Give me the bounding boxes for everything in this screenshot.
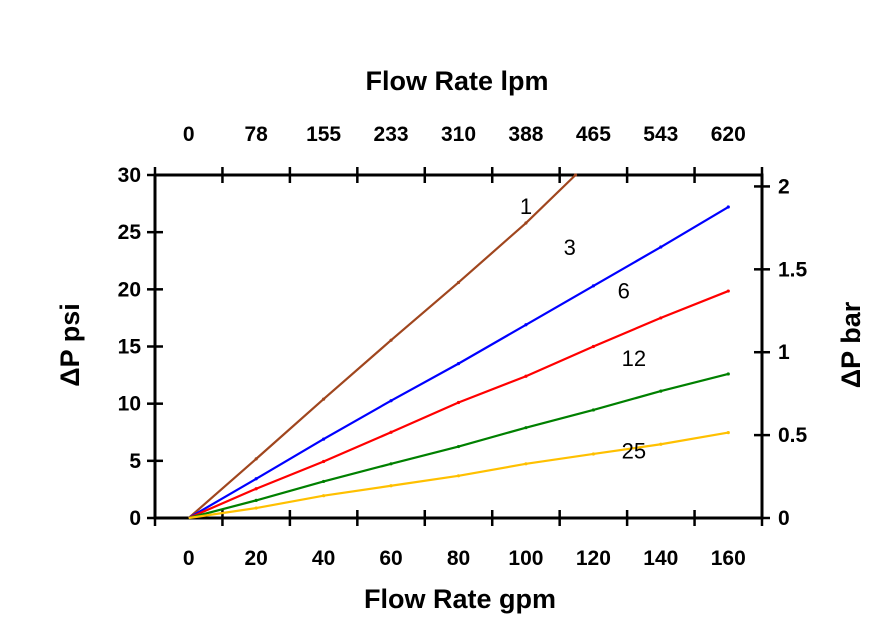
y2-tick-label: 0.5: [778, 424, 808, 447]
data-point: [524, 221, 528, 225]
data-point: [573, 173, 578, 177]
y-tick-label: 10: [118, 393, 141, 416]
data-point: [659, 442, 663, 446]
data-point: [524, 426, 528, 430]
y-axis-title: ΔP psi: [55, 303, 85, 386]
y-tick-label: 25: [118, 221, 142, 244]
x2-tick-label: 310: [441, 123, 476, 146]
data-point: [659, 389, 663, 393]
x-tick-label: 120: [576, 547, 611, 570]
data-point: [456, 362, 461, 366]
data-point: [322, 494, 326, 498]
data-point: [591, 452, 595, 456]
data-point: [591, 344, 595, 349]
data-point: [456, 474, 461, 478]
y-tick-label: 0: [129, 507, 141, 530]
x2-tick-label: 465: [576, 123, 611, 146]
data-point: [659, 316, 663, 320]
data-point: [322, 437, 326, 441]
data-point: [659, 245, 663, 249]
x2-tick-label: 233: [374, 123, 409, 146]
x-tick-label: 60: [379, 547, 402, 570]
x-axis-title: Flow Rate gpm: [364, 584, 556, 614]
y-tick-label: 20: [118, 278, 141, 301]
series-label-3: 3: [564, 235, 576, 260]
data-point: [389, 338, 393, 342]
data-point: [254, 457, 258, 461]
data-point: [456, 400, 461, 405]
data-point: [456, 280, 461, 285]
y2-tick-label: 2: [778, 175, 790, 198]
x2-tick-label: 543: [643, 123, 678, 146]
x2-tick-label: 78: [244, 123, 268, 146]
x-tick-label: 20: [244, 547, 267, 570]
axis-ticks: [147, 167, 770, 526]
y-tick-label: 5: [129, 450, 141, 473]
data-point: [254, 506, 258, 510]
data-point: [254, 487, 258, 491]
data-point: [322, 459, 326, 464]
data-point: [524, 462, 528, 466]
x-tick-label: 140: [643, 547, 678, 570]
x-tick-label: 160: [711, 547, 746, 570]
data-point: [254, 477, 258, 481]
data-point: [726, 289, 730, 293]
data-point: [389, 430, 393, 434]
x2-tick-label: 620: [711, 123, 746, 146]
y2-tick-label: 1.5: [778, 258, 808, 281]
x-tick-label: 80: [447, 547, 470, 570]
x-tick-label: 0: [183, 547, 195, 570]
data-point: [322, 397, 326, 401]
y2-tick-label: 0: [778, 507, 790, 530]
x-tick-label: 100: [508, 547, 543, 570]
y2-axis-title: ΔP bar: [836, 301, 866, 388]
x2-axis-title: Flow Rate lpm: [365, 66, 548, 96]
series-label-1: 1: [520, 194, 532, 219]
series-label-25: 25: [622, 439, 646, 464]
x2-tick-label: 0: [183, 123, 195, 146]
data-point: [591, 408, 595, 412]
data-point: [389, 462, 393, 466]
y2-tick-label: 1: [778, 341, 790, 364]
x2-tick-label: 388: [508, 123, 543, 146]
y-tick-label: 15: [118, 336, 142, 359]
data-point: [254, 498, 258, 502]
data-point: [322, 479, 326, 484]
data-point: [726, 430, 730, 435]
x2-tick-label: 155: [306, 123, 341, 146]
series-label-12: 12: [622, 346, 646, 371]
data-point: [456, 444, 461, 449]
data-point: [524, 374, 528, 378]
data-point: [389, 484, 393, 488]
x-tick-label: 40: [312, 547, 335, 570]
data-point: [524, 323, 528, 327]
data-point: [726, 372, 730, 376]
series-lines: [187, 173, 730, 520]
y-tick-label: 30: [118, 164, 141, 187]
data-point: [591, 284, 595, 288]
data-point: [389, 399, 393, 403]
data-point: [726, 205, 730, 209]
series-label-6: 6: [618, 278, 630, 303]
series-line-6: [188, 290, 729, 520]
